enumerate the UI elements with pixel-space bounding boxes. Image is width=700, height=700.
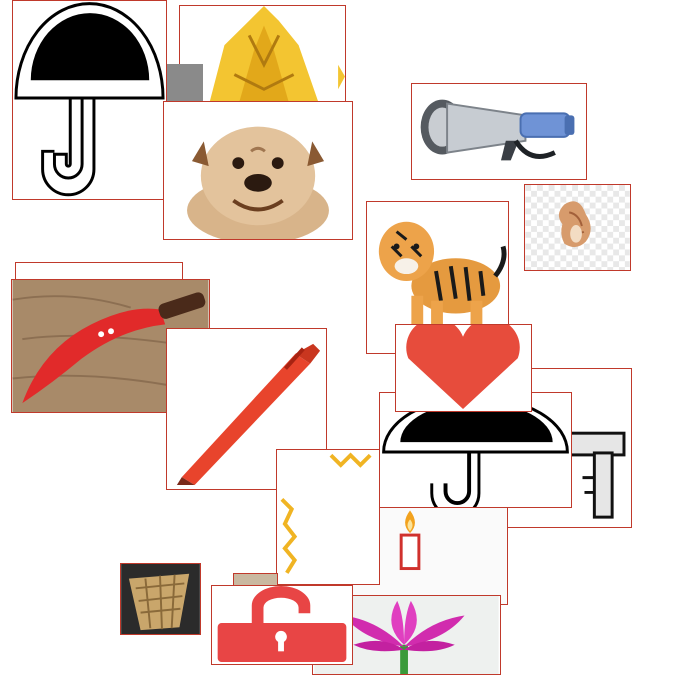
conch-shell-icon (525, 185, 630, 270)
megaphone-icon (420, 99, 575, 161)
symbol-card-umbrella (12, 0, 167, 200)
sunflower-icon (277, 450, 379, 584)
bulldog-icon (164, 102, 352, 239)
symbol-card-megaphone (411, 83, 587, 180)
symbol-card-conch (524, 184, 631, 271)
symbol-card-heart (395, 324, 532, 412)
symbol-card-bulldog (163, 101, 353, 240)
basket-icon (121, 564, 200, 634)
partial-card-grey (163, 64, 203, 104)
symbol-card-sunflower (179, 5, 346, 103)
sunflower-icon (180, 6, 345, 102)
symbol-card-padlock (211, 585, 353, 665)
open-padlock-icon (212, 586, 352, 664)
heart-icon (396, 325, 531, 411)
symbol-card-sunflower-strip (276, 449, 380, 585)
symbol-card-basket (120, 563, 201, 635)
umbrella-icon (14, 2, 165, 197)
symbol-card-pen (166, 328, 327, 490)
